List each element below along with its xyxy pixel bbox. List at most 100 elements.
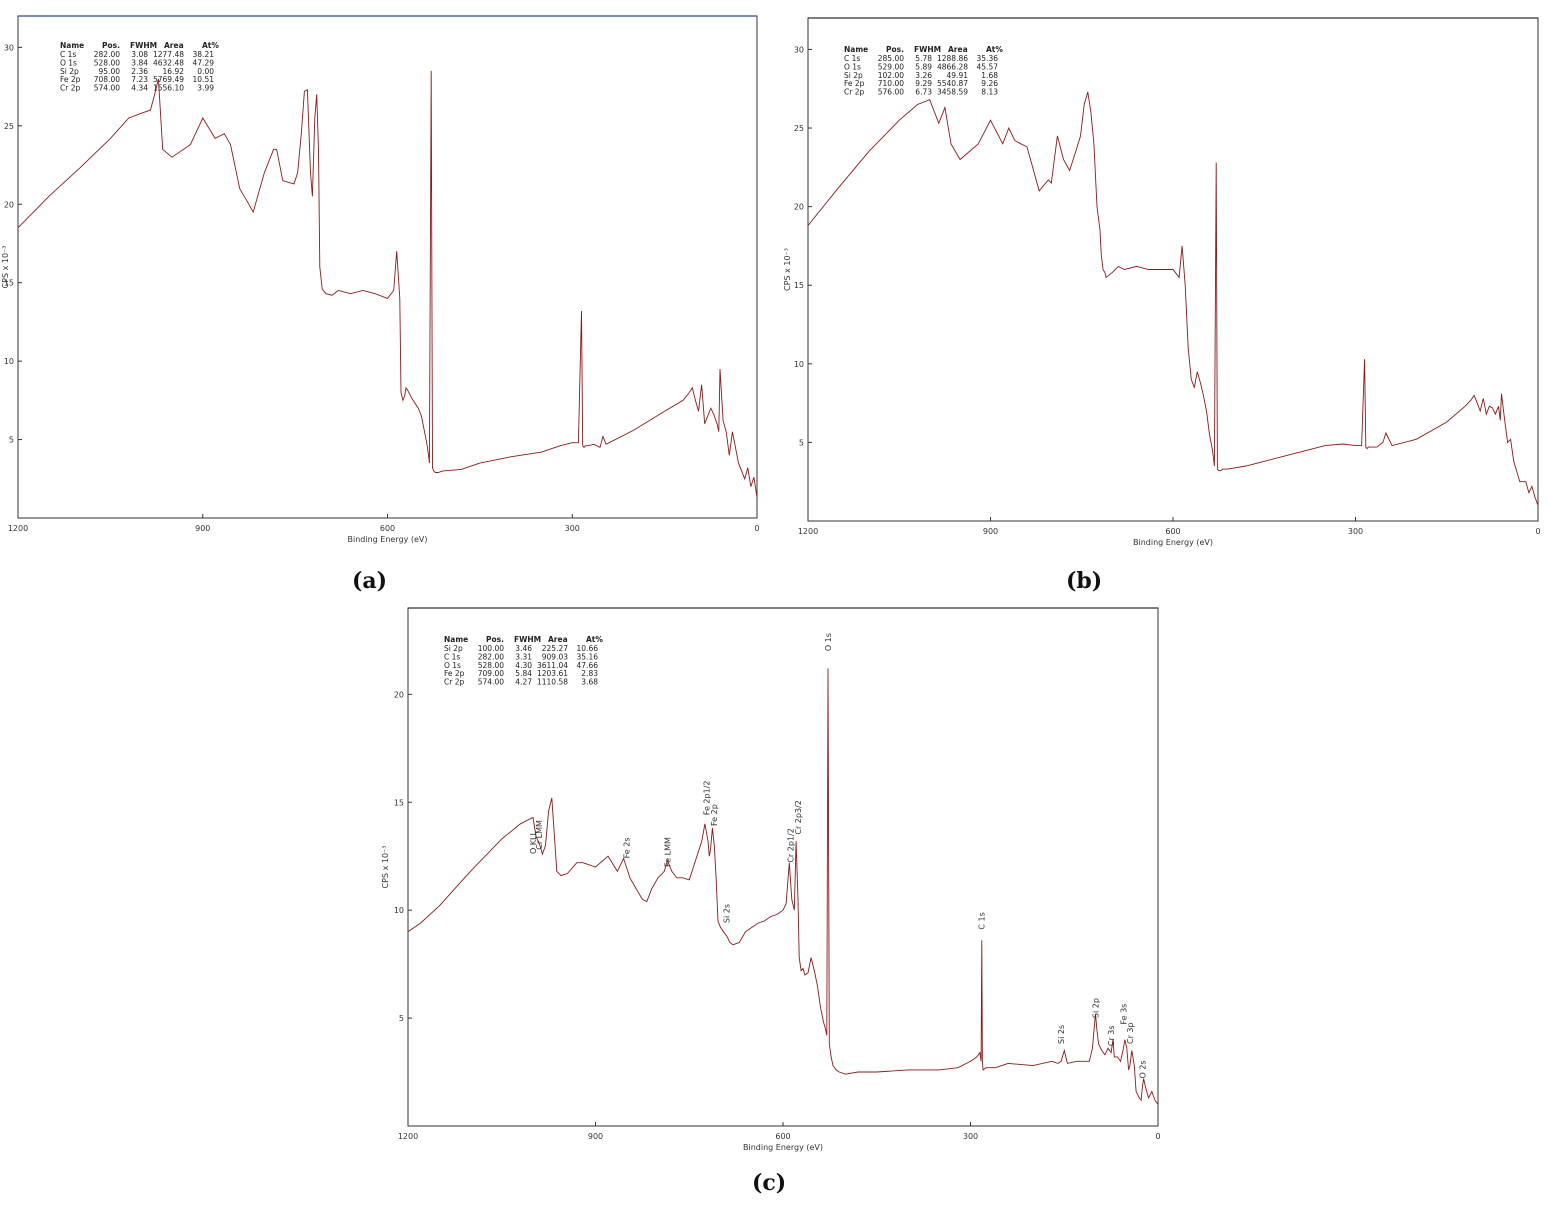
- table-cell: 3.46: [515, 644, 532, 653]
- table-header-cell: At%: [586, 635, 603, 644]
- x-tick-label: 1200: [398, 1132, 418, 1141]
- spectrum-line: [17, 70, 758, 498]
- table-header-cell: Area: [164, 41, 184, 50]
- y-tick-label: 25: [4, 122, 14, 131]
- y-tick-label: 10: [4, 357, 14, 366]
- y-axis-title: CPS x 10⁻³: [783, 248, 792, 291]
- y-tick-label: 5: [799, 438, 804, 447]
- table-cell: 47.66: [577, 661, 599, 670]
- peak-label: Cr 2p3/2: [794, 800, 803, 834]
- table-header-cell: Name: [844, 45, 868, 54]
- peak-label: Fe 2p: [710, 804, 719, 826]
- x-tick-label: 900: [983, 527, 998, 536]
- table-cell: 45.57: [977, 62, 999, 71]
- x-tick-label: 900: [588, 1132, 603, 1141]
- table-cell: 2.36: [131, 67, 148, 76]
- table-cell: 282.00: [94, 50, 120, 59]
- table-cell: 35.36: [977, 54, 999, 63]
- panel-b-caption: (b): [1066, 568, 1103, 594]
- peak-label: Fe LMM: [663, 837, 672, 867]
- table-cell: C 1s: [60, 50, 76, 59]
- table-cell: 35.16: [577, 652, 599, 661]
- y-tick-label: 15: [794, 281, 804, 290]
- table-header-cell: Pos.: [102, 41, 120, 50]
- table-cell: 528.00: [94, 58, 120, 67]
- table-cell: 47.29: [193, 58, 215, 67]
- y-tick-label: 5: [9, 436, 14, 445]
- table-cell: 1110.58: [537, 678, 568, 687]
- table-cell: 1203.61: [537, 669, 568, 678]
- peak-label: Cr LMM: [535, 820, 544, 850]
- table-cell: 5.84: [515, 669, 532, 678]
- table-cell: 10.51: [193, 75, 215, 84]
- peak-label: O 2s: [1138, 1060, 1147, 1078]
- peak-label: Si 2s: [1057, 1025, 1066, 1044]
- chart-panel-a: 5 10 15 20 25 30 1200 900 600 300 0 Binding Energy …: [0, 0, 770, 560]
- x-tick-label: 1200: [798, 527, 818, 536]
- table-cell: 3.08: [131, 50, 148, 59]
- table-cell: 1288.86: [937, 54, 968, 63]
- table-cell: 102.00: [878, 71, 904, 80]
- plot-area: [407, 607, 1159, 1127]
- table-cell: Fe 2p: [844, 79, 865, 88]
- table-cell: 282.00: [478, 652, 504, 661]
- table-cell: 576.00: [878, 88, 904, 97]
- table-cell: 529.00: [878, 62, 904, 71]
- table-cell: 16.92: [163, 67, 185, 76]
- table-cell: Cr 2p: [444, 678, 464, 687]
- table-cell: 5.89: [915, 62, 932, 71]
- x-axis-title: Binding Energy (eV): [1133, 538, 1213, 547]
- table-header-cell: At%: [986, 45, 1003, 54]
- x-tick-label: 900: [195, 524, 210, 533]
- plot-area: [17, 15, 758, 519]
- table-cell: Fe 2p: [60, 75, 81, 84]
- y-tick-label: 20: [794, 203, 804, 212]
- table-header-cell: FWHM: [914, 45, 941, 54]
- table-cell: 6.73: [915, 88, 932, 97]
- y-tick-label: 15: [4, 279, 14, 288]
- table-cell: 2.83: [581, 669, 598, 678]
- x-tick-label: 0: [1155, 1132, 1160, 1141]
- table-cell: C 1s: [844, 54, 860, 63]
- y-tick-label: 20: [4, 200, 14, 209]
- table-cell: 574.00: [478, 678, 504, 687]
- table-cell: 1.68: [981, 71, 998, 80]
- panel-a-caption: (a): [352, 568, 388, 594]
- peak-label: Cr 3s: [1107, 1025, 1116, 1046]
- y-axis-title: CPS x 10⁻³: [381, 846, 390, 889]
- table-cell: 9.29: [915, 79, 932, 88]
- x-axis-title: Binding Energy (eV): [743, 1143, 823, 1152]
- table-cell: 710.00: [878, 79, 904, 88]
- table-header-cell: Name: [60, 41, 84, 50]
- spectrum-line: [407, 668, 1159, 1105]
- peak-label: Si 2p: [1092, 998, 1101, 1018]
- peak-label: C 1s: [978, 912, 987, 929]
- peak-label: O KLL: [529, 831, 538, 855]
- y-axis-title: CPS x 10⁻³: [1, 246, 10, 289]
- table-cell: 3.68: [581, 678, 598, 687]
- table-cell: 5540.87: [937, 79, 968, 88]
- table-cell: O 1s: [444, 661, 461, 670]
- table-cell: 709.00: [478, 669, 504, 678]
- table-cell: 4.27: [515, 678, 532, 687]
- table-cell: 1556.10: [153, 84, 184, 93]
- table-cell: Fe 2p: [444, 669, 465, 678]
- chart-b-svg: 5 10 15 20 25 30 1200 900 600 300 0 Binding Energy …: [783, 17, 1541, 547]
- table-header-cell: At%: [202, 41, 219, 50]
- y-tick-label: 30: [794, 45, 804, 54]
- table-cell: 8.13: [981, 88, 998, 97]
- table-cell: Cr 2p: [844, 88, 864, 97]
- x-tick-label: 300: [963, 1132, 978, 1141]
- y-tick-label: 20: [394, 690, 404, 699]
- y-tick-label: 10: [394, 906, 404, 915]
- table-cell: 1277.48: [153, 50, 184, 59]
- table-cell: 574.00: [94, 84, 120, 93]
- table-header-cell: Pos.: [486, 635, 504, 644]
- table-cell: O 1s: [844, 62, 861, 71]
- table-cell: 909.03: [542, 652, 568, 661]
- table-cell: 4866.28: [937, 62, 968, 71]
- table-cell: 7.23: [131, 75, 148, 84]
- peak-label: Fe 2s: [623, 837, 632, 858]
- chart-panel-b: 5 10 15 20 25 30 1200 900 600 300 0 Binding Energy …: [780, 0, 1548, 560]
- chart-a-svg: 5 10 15 20 25 30 1200 900 600 300 0 Binding Energy …: [1, 15, 760, 544]
